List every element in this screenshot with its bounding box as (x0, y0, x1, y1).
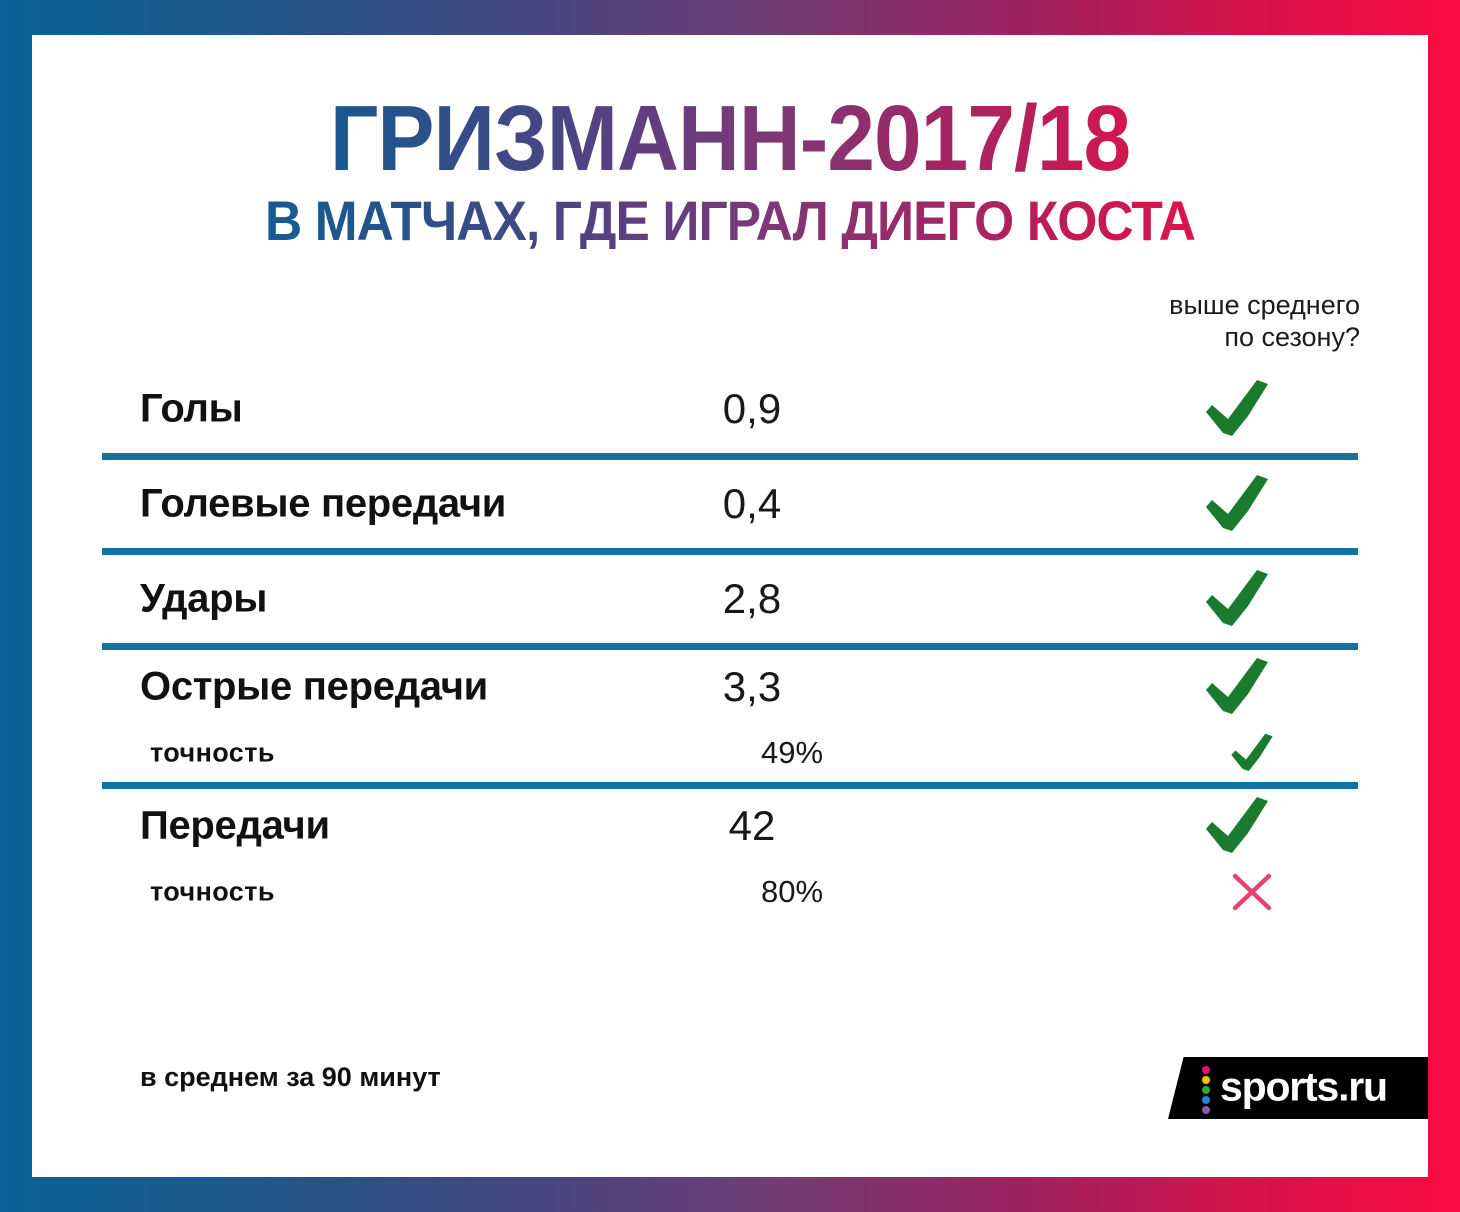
stat-value: 3,3 (722, 663, 782, 710)
table-row: Голевые передачи 0,4 (102, 460, 1358, 555)
stat-comparison-mark (1172, 473, 1302, 535)
stat-value: 2,8 (722, 575, 782, 622)
table-row-main: Удары 2,8 (102, 555, 1358, 643)
logo-dot-5 (1202, 1106, 1210, 1114)
check-icon (1201, 473, 1273, 535)
stat-label: Удары (140, 576, 268, 621)
logo-background-shape (1168, 1057, 1428, 1119)
stat-sub-comparison-mark (1197, 732, 1307, 774)
check-icon (1228, 732, 1276, 774)
logo-dot-4 (1202, 1096, 1210, 1104)
stat-comparison-mark (1172, 378, 1302, 440)
logo-dot-2 (1202, 1076, 1210, 1084)
title-line-primary: ГРИЗМАНН-2017/18 (88, 92, 1372, 185)
stat-value: 0,9 (722, 385, 782, 432)
logo-dots (1202, 1066, 1210, 1114)
comparison-header-line-1: выше среднего (1169, 290, 1360, 320)
table-row-main: Голевые передачи 0,4 (102, 460, 1358, 548)
table-row-main: Острые передачи 3,3 (102, 650, 1358, 724)
table-row: Удары 2,8 (102, 555, 1358, 650)
stat-label: Голевые передачи (140, 481, 507, 526)
logo-text: sports.ru (1220, 1063, 1388, 1110)
table-row: Острые передачи 3,3 точность 49% (102, 650, 1358, 789)
sports-ru-logo[interactable]: sports.ru (1168, 1057, 1428, 1119)
stat-label: Передачи (140, 803, 330, 848)
table-row-sub: точность 49% (102, 724, 1358, 782)
table-row-main: Передачи 42 (102, 789, 1358, 863)
stat-comparison-mark (1172, 795, 1302, 857)
stat-sub-value: 80% (760, 874, 824, 909)
stat-sub-label: точность (150, 876, 275, 907)
logo-dot-1 (1202, 1066, 1210, 1074)
stat-value: 0,4 (722, 480, 782, 527)
stat-sub-comparison-mark (1197, 872, 1307, 912)
stats-table: Голы 0,9 Голевые передачи 0,4 (102, 365, 1358, 921)
stat-comparison-mark (1172, 568, 1302, 630)
stat-label: Голы (140, 386, 243, 431)
logo-dot-3 (1202, 1086, 1210, 1094)
stat-value: 42 (728, 802, 776, 849)
table-row: Передачи 42 точность 80% (102, 789, 1358, 921)
table-row-sub: точность 80% (102, 863, 1358, 921)
stat-sub-value: 49% (760, 735, 824, 770)
content-card: ГРИЗМАНН-2017/18 В МАТЧАХ, ГДЕ ИГРАЛ ДИЕ… (32, 35, 1428, 1177)
stat-sub-label: точность (150, 737, 275, 768)
check-icon (1201, 795, 1273, 857)
footnote: в среднем за 90 минут (140, 1062, 441, 1092)
stat-label: Острые передачи (140, 664, 488, 709)
comparison-header-line-2: по сезону? (1224, 321, 1360, 352)
cross-icon (1230, 872, 1274, 912)
comparison-column-header: выше среднего по сезону? (1030, 290, 1360, 354)
check-icon (1201, 656, 1273, 718)
title-line-secondary: В МАТЧАХ, ГДЕ ИГРАЛ ДИЕГО КОСТА (88, 193, 1372, 249)
stat-comparison-mark (1172, 656, 1302, 718)
table-row-main: Голы 0,9 (102, 365, 1358, 453)
check-icon (1201, 378, 1273, 440)
table-row: Голы 0,9 (102, 365, 1358, 460)
check-icon (1201, 568, 1273, 630)
title-block: ГРИЗМАНН-2017/18 В МАТЧАХ, ГДЕ ИГРАЛ ДИЕ… (32, 92, 1428, 249)
